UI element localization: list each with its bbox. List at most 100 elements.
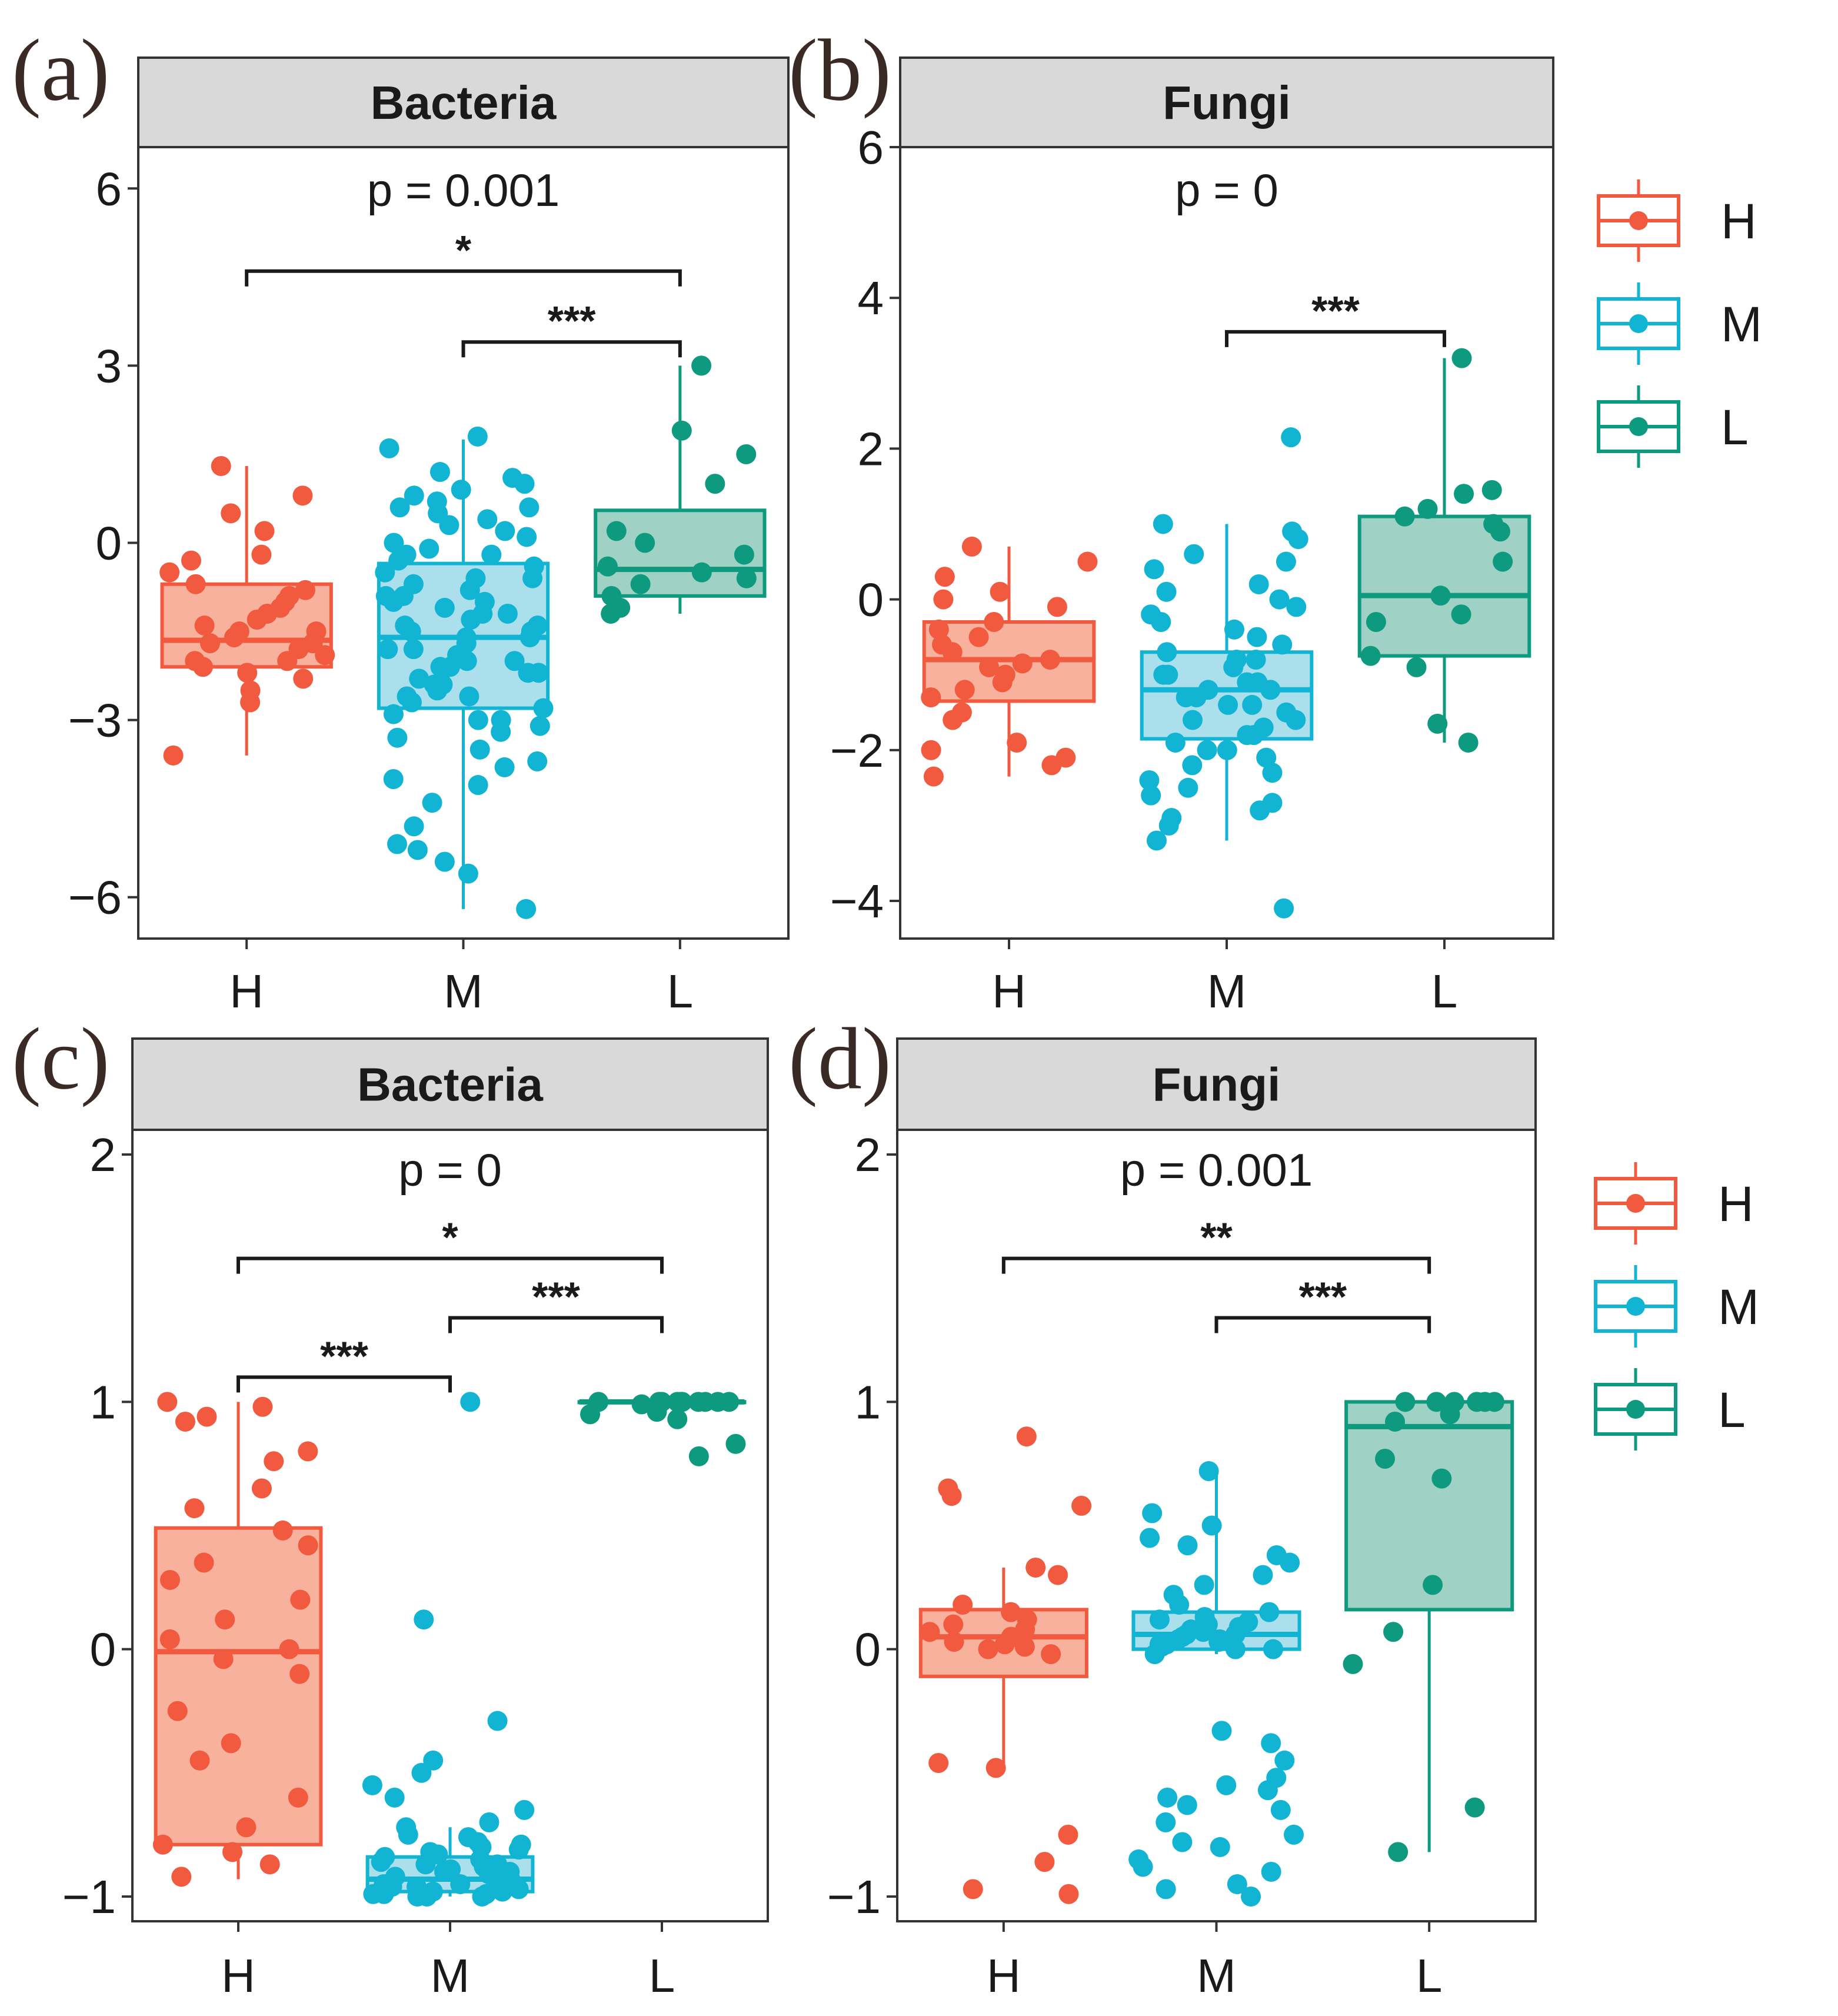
data-point	[411, 1762, 432, 1783]
legend-label: H	[1721, 194, 1757, 249]
strip-background	[899, 56, 1554, 148]
data-point	[1224, 619, 1244, 640]
data-point	[378, 639, 398, 660]
data-point	[451, 480, 471, 500]
data-point	[1225, 1624, 1246, 1645]
x-tick-label: M	[431, 1950, 470, 2002]
data-point	[494, 757, 515, 777]
p-value-label: p = 0.001	[367, 164, 560, 216]
data-point	[1270, 1799, 1291, 1820]
data-point	[1395, 1392, 1416, 1412]
significance-label: *	[442, 1215, 458, 1260]
significance-label: *	[455, 227, 472, 273]
significance-bracket: ***	[237, 1333, 452, 1393]
data-point	[519, 497, 540, 518]
data-point	[1182, 710, 1203, 730]
box-H	[152, 1392, 323, 1887]
data-point	[1483, 514, 1504, 534]
legend: HML	[1594, 1162, 1759, 1451]
data-point	[476, 1884, 497, 1904]
significance-label: **	[1200, 1215, 1233, 1260]
data-point	[279, 1639, 299, 1659]
data-point	[1242, 694, 1263, 715]
data-point	[440, 657, 461, 677]
box-H	[918, 1426, 1092, 1904]
data-point	[456, 627, 477, 648]
data-point	[167, 1701, 188, 1721]
data-point	[1058, 1884, 1079, 1904]
data-point	[197, 1406, 217, 1427]
legend-entry-L: L	[1594, 1368, 1746, 1451]
data-point	[251, 544, 272, 565]
data-point	[928, 1753, 949, 1773]
y-tick-label: −6	[68, 871, 122, 924]
data-point	[630, 574, 651, 594]
data-point	[302, 633, 323, 654]
data-point	[189, 1750, 210, 1771]
legend-point	[1629, 417, 1648, 436]
data-point	[1257, 1780, 1278, 1801]
data-point	[1444, 1392, 1464, 1412]
strip-label: Fungi	[1163, 76, 1291, 129]
data-point	[1417, 498, 1438, 519]
data-point	[671, 420, 692, 441]
significance-bracket: **	[1001, 1215, 1431, 1274]
data-point	[1133, 1857, 1153, 1877]
data-point	[1383, 1622, 1404, 1642]
significance-label: ***	[532, 1273, 580, 1319]
data-point	[467, 426, 488, 447]
data-point	[1394, 506, 1415, 527]
data-point	[1040, 650, 1060, 670]
data-point	[932, 634, 953, 655]
y-tick-label: 6	[858, 121, 884, 174]
data-point	[517, 527, 537, 547]
data-point	[1276, 702, 1297, 723]
data-point	[1149, 1609, 1170, 1630]
data-point	[1041, 755, 1062, 776]
data-point	[1280, 1552, 1300, 1573]
x-tick-label: M	[1197, 1950, 1236, 2002]
data-point	[1016, 1426, 1037, 1447]
data-point	[1194, 1575, 1214, 1595]
data-point	[514, 1799, 535, 1820]
data-point	[984, 612, 1004, 632]
data-point	[671, 1392, 691, 1412]
data-point	[597, 556, 618, 577]
data-point	[921, 740, 941, 760]
data-point	[236, 1817, 257, 1838]
y-tick-label: 1	[90, 1376, 116, 1428]
data-point	[477, 509, 498, 530]
data-point	[1211, 1721, 1232, 1741]
strip-label: Bacteria	[371, 76, 557, 129]
data-point	[458, 863, 478, 884]
data-point	[396, 544, 417, 565]
data-point	[194, 1552, 214, 1573]
y-tick-label: 3	[96, 340, 122, 392]
data-point	[298, 1535, 318, 1556]
data-point	[213, 1649, 234, 1669]
data-point	[487, 1711, 508, 1731]
data-point	[403, 639, 424, 660]
data-point	[1153, 514, 1173, 534]
data-point	[401, 692, 422, 713]
data-point	[1177, 1795, 1197, 1815]
data-point	[1241, 1886, 1261, 1907]
data-point	[511, 1834, 531, 1855]
legend-label: H	[1718, 1176, 1754, 1232]
data-point	[185, 574, 206, 594]
data-point	[1178, 777, 1198, 798]
data-point	[1274, 1750, 1295, 1771]
data-point	[181, 550, 201, 571]
data-point	[995, 664, 1015, 685]
box-H	[159, 456, 335, 766]
data-point	[1464, 1797, 1485, 1818]
data-point	[1430, 585, 1451, 606]
data-point	[1142, 1503, 1163, 1523]
data-point	[1194, 1607, 1215, 1628]
panel-letter: (c)	[12, 1010, 109, 1107]
significance-bracket: *	[237, 1215, 664, 1274]
data-point	[928, 619, 949, 640]
y-tick-label: 0	[96, 517, 122, 570]
bracket-line	[1001, 1256, 1431, 1274]
data-point	[375, 562, 395, 583]
